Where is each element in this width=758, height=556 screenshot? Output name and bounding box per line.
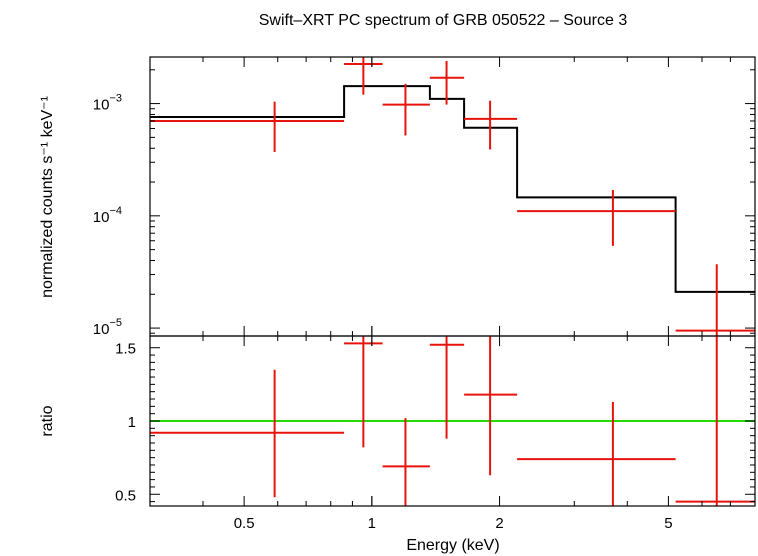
x-axis-label: Energy (keV) — [406, 537, 499, 554]
x-tick-label: 0.5 — [234, 515, 255, 532]
data-point-3 — [382, 83, 430, 136]
x-tick-label: 2 — [495, 515, 503, 532]
ratio-point-4 — [429, 336, 465, 439]
model-step-line — [150, 85, 755, 293]
data-point-6 — [517, 189, 676, 246]
bottom-panel: 0.5 1 1.5 0.5 1 2 5 ratio Energy (keV) — [39, 335, 756, 554]
top-data-layer — [150, 57, 755, 336]
bottom-y-tick-label: 1.5 — [115, 341, 136, 358]
data-point-5 — [464, 100, 518, 150]
bottom-y-tick-label: 1 — [128, 414, 136, 431]
x-tick-label: 1 — [368, 515, 376, 532]
top-y-tick-exponent: −3 — [109, 93, 122, 105]
x-tick-label: 5 — [664, 515, 672, 532]
chart-title: Swift–XRT PC spectrum of GRB 050522 – So… — [259, 12, 628, 29]
data-point-4 — [429, 60, 465, 105]
ratio-point-5 — [464, 336, 518, 476]
top-panel: 10−3 10−4 10−5 normalized counts s⁻¹ keV⁻¹ — [39, 56, 756, 338]
bottom-data-layer — [150, 336, 755, 506]
ratio-point-1 — [150, 369, 345, 498]
ratio-point-7 — [675, 336, 755, 506]
top-y-tick-exponent: −5 — [109, 317, 122, 329]
data-point-1 — [150, 101, 345, 153]
bottom-y-axis-label: ratio — [39, 405, 56, 436]
bottom-y-tick-label: 0.5 — [115, 487, 136, 504]
bottom-ticks: 0.5 1 1.5 0.5 1 2 5 — [115, 336, 756, 532]
data-point-7 — [675, 264, 755, 336]
top-y-tick-label: 10−5 — [93, 317, 122, 338]
data-point-2 — [344, 57, 383, 95]
ratio-point-6 — [517, 401, 676, 506]
top-y-tick-label: 10−4 — [93, 205, 122, 226]
ratio-point-3 — [382, 418, 430, 506]
top-y-tick-label: 10−3 — [93, 93, 122, 114]
ratio-point-2 — [344, 336, 383, 448]
top-y-tick-exponent: −4 — [109, 205, 122, 217]
top-y-axis-label: normalized counts s⁻¹ keV⁻¹ — [39, 96, 56, 298]
